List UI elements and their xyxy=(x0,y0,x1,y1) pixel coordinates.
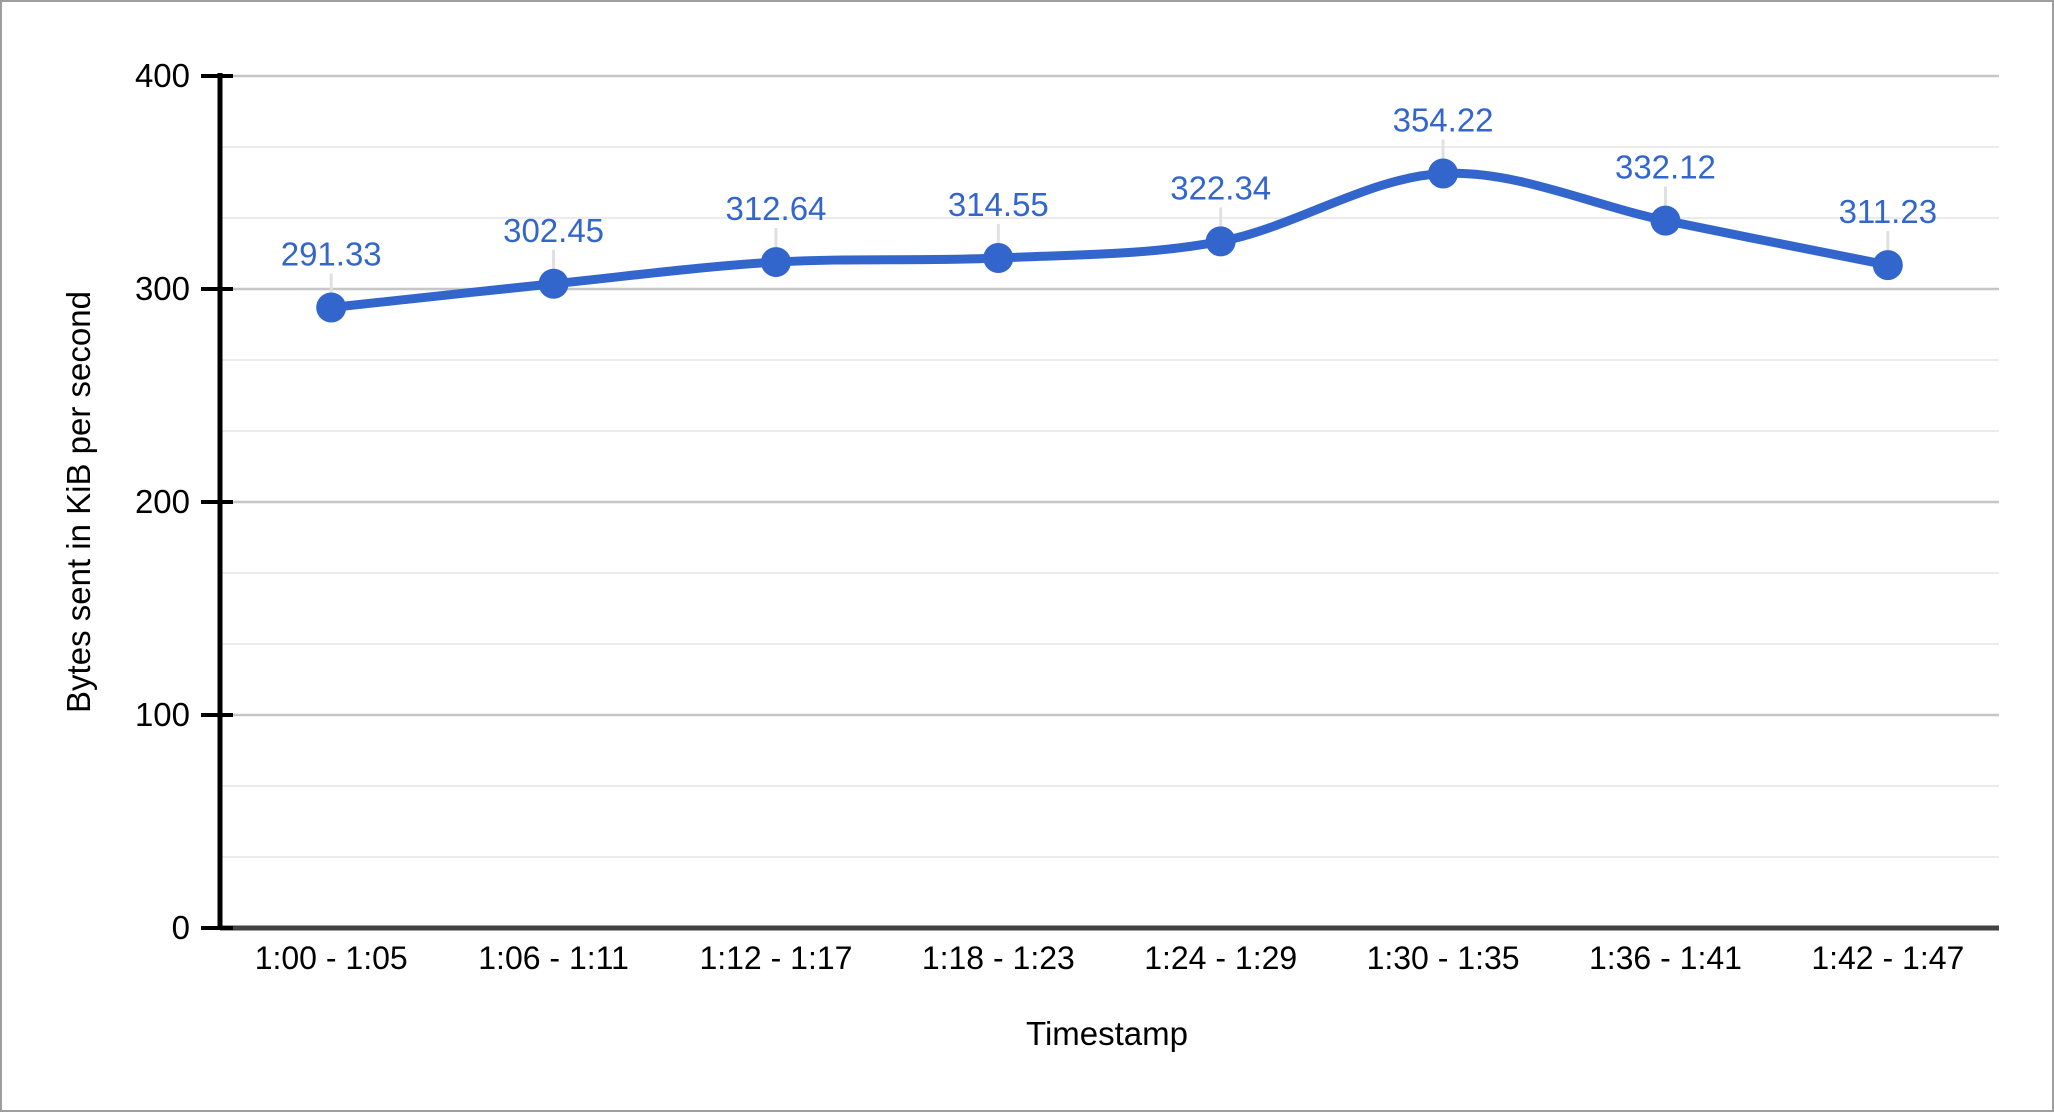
annotation-label: 302.45 xyxy=(503,212,604,249)
y-tick-label: 100 xyxy=(135,696,190,733)
series-line xyxy=(326,168,1893,312)
annotation-label: 332.12 xyxy=(1615,149,1716,186)
data-point[interactable] xyxy=(983,243,1014,274)
y-tick-label: 400 xyxy=(135,57,190,94)
y-axis-title: Bytes sent in KiB per second xyxy=(60,291,97,713)
data-point[interactable] xyxy=(538,268,569,299)
x-tick-label: 1:30 - 1:35 xyxy=(1367,940,1520,976)
y-tick-label: 200 xyxy=(135,483,190,520)
data-point[interactable] xyxy=(316,292,347,323)
x-tick-label: 1:12 - 1:17 xyxy=(699,940,852,976)
x-tick-label: 1:06 - 1:11 xyxy=(478,940,629,976)
annotation-label: 354.22 xyxy=(1393,102,1494,139)
annotation-label: 312.64 xyxy=(725,190,826,227)
data-point[interactable] xyxy=(1650,205,1681,236)
data-point[interactable] xyxy=(1205,226,1236,257)
x-tick-label: 1:42 - 1:47 xyxy=(1811,940,1964,976)
annotation-label: 314.55 xyxy=(948,186,1049,223)
x-tick-label: 1:18 - 1:23 xyxy=(922,940,1075,976)
x-tick-label: 1:24 - 1:29 xyxy=(1144,940,1297,976)
y-tick-label: 300 xyxy=(135,270,190,307)
annotation-label: 322.34 xyxy=(1170,169,1271,206)
x-tick-label: 1:00 - 1:05 xyxy=(255,940,408,976)
data-point[interactable] xyxy=(1428,158,1459,189)
x-axis-title: Timestamp xyxy=(1026,1015,1188,1052)
annotation-label: 291.33 xyxy=(281,235,382,272)
data-point[interactable] xyxy=(760,247,791,278)
y-tick-label: 0 xyxy=(172,909,190,946)
annotation-label: 311.23 xyxy=(1839,193,1937,230)
data-point[interactable] xyxy=(1872,250,1903,281)
x-tick-label: 1:36 - 1:41 xyxy=(1589,940,1742,976)
